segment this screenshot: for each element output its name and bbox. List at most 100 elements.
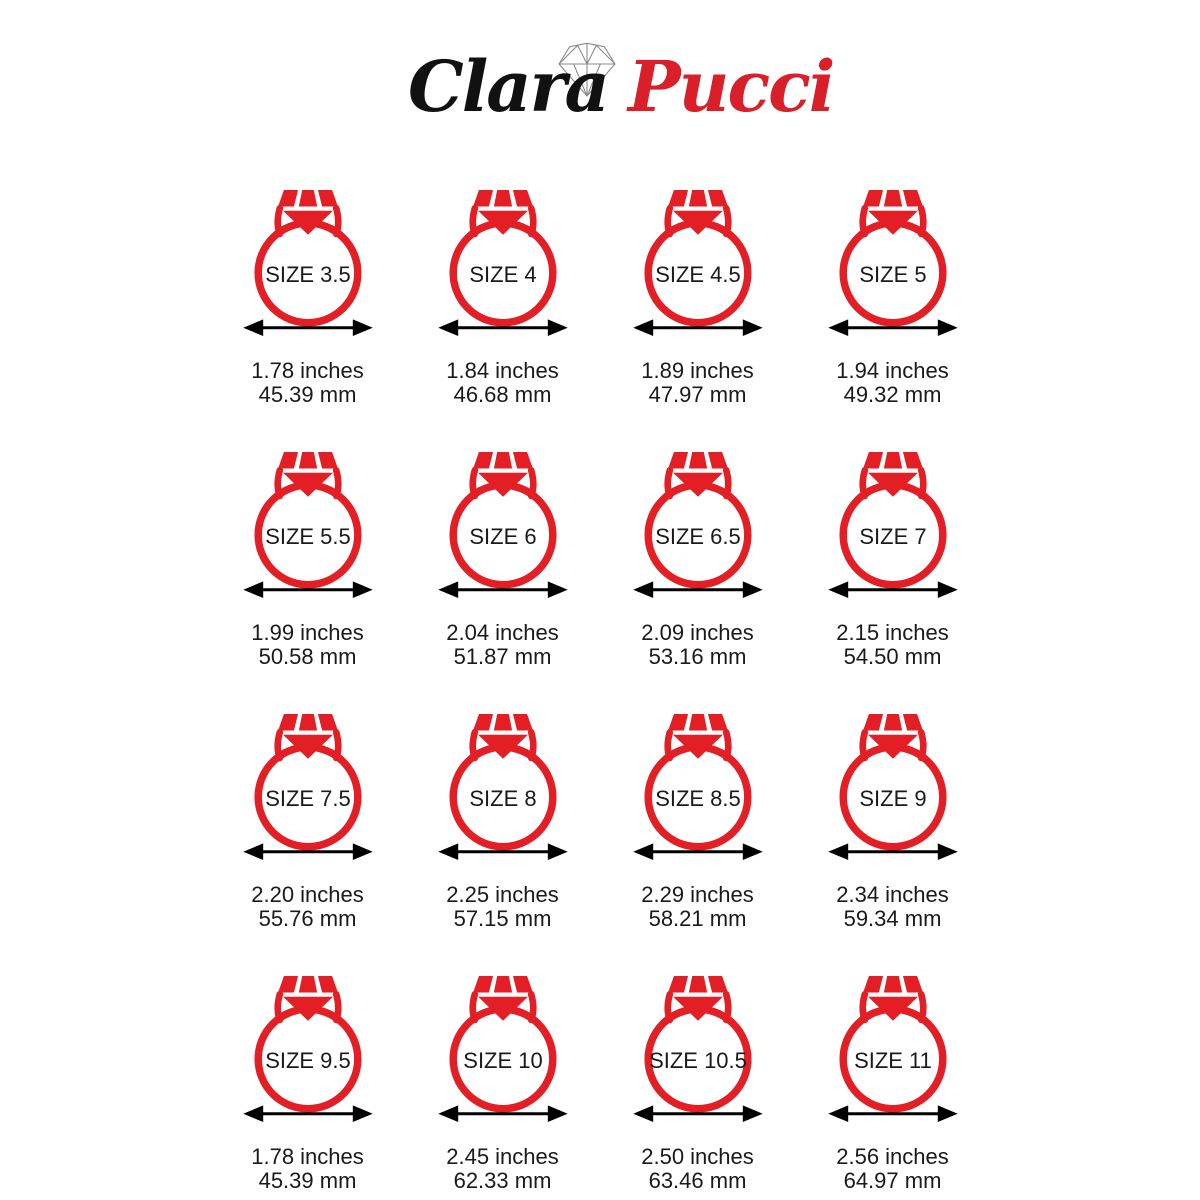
diameter-arrow-icon: [242, 581, 373, 599]
ring-icon: SIZE 5: [827, 189, 958, 337]
band-tip-right: [722, 990, 732, 1024]
band-tip-right: [527, 990, 537, 1024]
size-label: SIZE 7.5: [265, 786, 351, 811]
diameter-arrow-icon: [632, 843, 763, 861]
diameter-arrow-icon: [242, 1105, 373, 1123]
diamond-crown-icon: [277, 189, 338, 207]
ring-band: [253, 219, 362, 327]
size-label: SIZE 8: [469, 786, 536, 811]
inches-value: 1.78 inches: [251, 358, 364, 383]
measurement: 2.29 inches 58.21 mm: [641, 883, 754, 931]
band-tip-left: [858, 990, 868, 1024]
mm-value: 55.76 mm: [258, 906, 357, 931]
size-label: SIZE 5.5: [265, 524, 351, 549]
brand-name-pucci: Pucci: [628, 45, 835, 128]
measurement: 1.89 inches 47.97 mm: [641, 359, 754, 407]
ring-band: [253, 1005, 362, 1113]
size-cell: SIZE 5.5 1.99 inches 50.58 mm: [210, 442, 405, 669]
band-tip-right: [332, 990, 342, 1024]
ring-icon: SIZE 9: [827, 713, 958, 861]
diameter-arrow-icon: [632, 1105, 763, 1123]
measurement: 2.20 inches 55.76 mm: [251, 883, 364, 931]
diamond-crown-icon: [862, 451, 923, 469]
ring-band: [643, 743, 752, 851]
diamond-crown-icon: [667, 713, 728, 731]
mm-value: 58.21 mm: [648, 906, 747, 931]
mm-value: 50.58 mm: [258, 644, 357, 669]
diameter-arrow-icon: [242, 319, 373, 337]
diameter-arrow-icon: [827, 581, 958, 599]
header: Clara Pucci: [0, 0, 1200, 180]
inches-value: 2.04 inches: [446, 620, 559, 645]
mm-value: 45.39 mm: [258, 382, 357, 407]
size-cell: SIZE 5 1.94 inches 49.32 mm: [795, 180, 990, 407]
size-label: SIZE 9.5: [265, 1048, 351, 1073]
ring-icon: SIZE 4.5: [632, 189, 763, 337]
inches-value: 1.99 inches: [251, 620, 364, 645]
diameter-arrow-icon: [827, 1105, 958, 1123]
size-label: SIZE 9: [859, 786, 926, 811]
ring-icon: SIZE 5.5: [242, 451, 373, 599]
inches-value: 2.09 inches: [641, 620, 754, 645]
measurement: 2.50 inches 63.46 mm: [641, 1145, 754, 1193]
mm-value: 45.39 mm: [258, 1168, 357, 1193]
size-cell: SIZE 4 1.84 inches 46.68 mm: [405, 180, 600, 407]
diamond-crown-icon: [862, 189, 923, 207]
ring-size-grid: SIZE 3.5 1.78 inches 45.39 mm: [210, 180, 990, 1193]
size-cell: SIZE 3.5 1.78 inches 45.39 mm: [210, 180, 405, 407]
band-tip-left: [663, 990, 673, 1024]
diamond-crown-icon: [667, 189, 728, 207]
diamond-crown-icon: [862, 713, 923, 731]
ring-band: [448, 1005, 557, 1113]
band-tip-left: [273, 990, 283, 1024]
band-tip-left: [663, 466, 673, 500]
inches-value: 1.84 inches: [446, 358, 559, 383]
ring-icon: SIZE 3.5: [242, 189, 373, 337]
measurement: 1.84 inches 46.68 mm: [446, 359, 559, 407]
size-label: SIZE 5: [859, 262, 926, 287]
ring-icon: SIZE 6: [437, 451, 568, 599]
ring-icon: SIZE 11: [827, 975, 958, 1123]
measurement: 2.34 inches 59.34 mm: [836, 883, 949, 931]
diamond-crown-icon: [667, 451, 728, 469]
band-tip-right: [527, 466, 537, 500]
measurement: 1.94 inches 49.32 mm: [836, 359, 949, 407]
band-tip-right: [917, 728, 927, 762]
band-tip-right: [332, 204, 342, 238]
diamond-crown-icon: [277, 451, 338, 469]
mm-value: 53.16 mm: [648, 644, 747, 669]
band-tip-right: [332, 728, 342, 762]
brand-logo: Clara Pucci: [0, 0, 1200, 160]
ring-band: [643, 481, 752, 589]
ring-band: [643, 219, 752, 327]
ring-band: [253, 481, 362, 589]
mm-value: 49.32 mm: [843, 382, 942, 407]
measurement: 2.45 inches 62.33 mm: [446, 1145, 559, 1193]
measurement: 2.04 inches 51.87 mm: [446, 621, 559, 669]
ring-band: [643, 1005, 752, 1113]
size-cell: SIZE 11 2.56 inches 64.97 mm: [795, 966, 990, 1193]
ring-band: [448, 481, 557, 589]
ring-band: [448, 219, 557, 327]
size-cell: SIZE 8 2.25 inches 57.15 mm: [405, 704, 600, 931]
size-label: SIZE 10.5: [649, 1048, 747, 1073]
band-tip-left: [273, 728, 283, 762]
mm-value: 64.97 mm: [843, 1168, 942, 1193]
band-tip-left: [468, 466, 478, 500]
mm-value: 57.15 mm: [453, 906, 552, 931]
inches-value: 2.20 inches: [251, 882, 364, 907]
measurement: 1.78 inches 45.39 mm: [251, 1145, 364, 1193]
mm-value: 54.50 mm: [843, 644, 942, 669]
size-label: SIZE 4.5: [655, 262, 741, 287]
inches-value: 1.89 inches: [641, 358, 754, 383]
ring-band: [838, 219, 947, 327]
diameter-arrow-icon: [437, 319, 568, 337]
inches-value: 1.78 inches: [251, 1144, 364, 1169]
inches-value: 2.34 inches: [836, 882, 949, 907]
band-tip-left: [858, 728, 868, 762]
band-tip-right: [722, 728, 732, 762]
diamond-crown-icon: [277, 713, 338, 731]
size-cell: SIZE 7 2.15 inches 54.50 mm: [795, 442, 990, 669]
size-cell: SIZE 4.5 1.89 inches 47.97 mm: [600, 180, 795, 407]
measurement: 1.78 inches 45.39 mm: [251, 359, 364, 407]
